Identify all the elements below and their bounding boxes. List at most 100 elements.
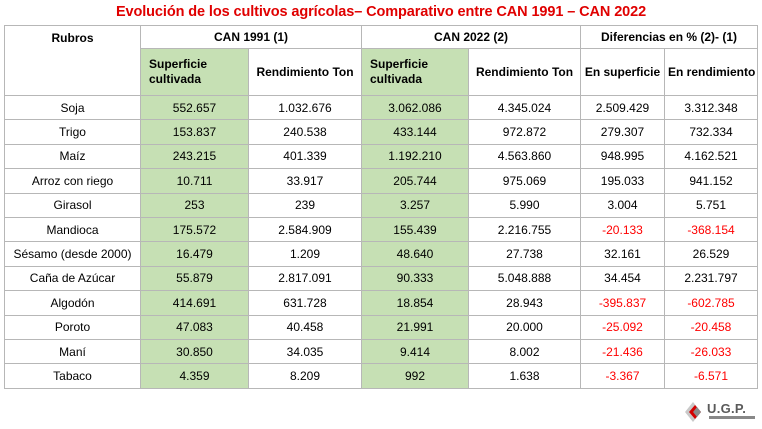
cell-dif-rendimiento: -368.154 (663, 216, 759, 243)
cell-rendimiento-1991: 401.339 (248, 143, 362, 170)
cell-rubro: Algodón (4, 290, 141, 316)
cell-rendimiento-1991: 239 (248, 192, 362, 218)
cell-rubro: Soja (4, 94, 141, 121)
table-row: Sésamo (desde 2000) 16.479 1.209 48.640 27.7… (4, 241, 759, 267)
cell-rendimiento-1991: 34.035 (248, 338, 362, 365)
cell-dif-rendimiento: 732.334 (663, 119, 759, 145)
cell-rendimiento-2022: 4.345.024 (468, 94, 581, 121)
cell-dif-rendimiento: 4.162.521 (663, 143, 759, 170)
cell-rendimiento-1991: 8.209 (248, 363, 362, 389)
cell-superficie-2022: 1.192.210 (361, 143, 469, 170)
cell-rendimiento-2022: 972.872 (468, 119, 581, 145)
cell-dif-superficie: -20.133 (580, 216, 665, 243)
cell-rendimiento-2022: 28.943 (468, 290, 581, 316)
cell-rendimiento-1991: 2.817.091 (248, 265, 362, 292)
cell-dif-rendimiento: -6.571 (663, 363, 759, 389)
comparison-table: Rubros CAN 1991 (1) CAN 2022 (2) Diferen… (4, 25, 759, 389)
ugp-logo: U.G.P. (683, 398, 759, 426)
cell-superficie-2022: 9.414 (361, 338, 469, 365)
header-superficie-2022: Superficie cultivada (361, 48, 469, 96)
cell-superficie-2022: 155.439 (361, 216, 469, 243)
cell-superficie-1991: 4.359 (140, 363, 249, 389)
cell-superficie-2022: 90.333 (361, 265, 469, 292)
header-can-1991: CAN 1991 (1) (140, 25, 362, 49)
cell-dif-superficie: -25.092 (580, 314, 665, 340)
cell-superficie-2022: 21.991 (361, 314, 469, 340)
cell-dif-rendimiento: -602.785 (663, 290, 759, 316)
cell-rubro: Mandioca (4, 216, 141, 243)
header-rendimiento-1991: Rendimiento Ton (248, 48, 362, 96)
cell-rendimiento-2022: 8.002 (468, 338, 581, 365)
cell-dif-superficie: -395.837 (580, 290, 665, 316)
cell-superficie-1991: 552.657 (140, 94, 249, 121)
cell-superficie-1991: 16.479 (140, 241, 249, 267)
cell-rendimiento-1991: 2.584.909 (248, 216, 362, 243)
cell-superficie-2022: 3.062.086 (361, 94, 469, 121)
header-superficie-1991: Superficie cultivada (140, 48, 249, 96)
cell-superficie-2022: 3.257 (361, 192, 469, 218)
cell-superficie-1991: 153.837 (140, 119, 249, 145)
logo-underline (709, 416, 755, 419)
header-rubros: Rubros (4, 25, 141, 96)
cell-dif-superficie: 32.161 (580, 241, 665, 267)
header-en-superficie: En superficie (580, 48, 665, 96)
cell-rubro: Tabaco (4, 363, 141, 389)
cell-dif-superficie: 3.004 (580, 192, 665, 218)
cell-rendimiento-2022: 2.216.755 (468, 216, 581, 243)
cell-dif-rendimiento: 941.152 (663, 168, 759, 194)
cell-dif-rendimiento: 3.312.348 (663, 94, 759, 121)
cell-superficie-2022: 18.854 (361, 290, 469, 316)
cell-rubro: Caña de Azúcar (4, 265, 141, 292)
header-row-columns: Superficie cultivada Rendimiento Ton Sup… (5, 48, 759, 96)
cell-rendimiento-2022: 5.048.888 (468, 265, 581, 292)
cell-superficie-1991: 47.083 (140, 314, 249, 340)
table-row: Girasol 253 239 3.257 5.990 3.004 5.751 (4, 192, 759, 218)
table-row: Maíz 243.215 401.339 1.192.210 4.563.860 948.… (4, 143, 759, 170)
cell-superficie-1991: 253 (140, 192, 249, 218)
cell-rendimiento-2022: 1.638 (468, 363, 581, 389)
cell-superficie-1991: 243.215 (140, 143, 249, 170)
cell-rendimiento-2022: 975.069 (468, 168, 581, 194)
cell-rendimiento-1991: 240.538 (248, 119, 362, 145)
ugp-logo-icon (685, 402, 701, 422)
cell-rendimiento-1991: 631.728 (248, 290, 362, 316)
cell-rendimiento-2022: 5.990 (468, 192, 581, 218)
cell-dif-superficie: 948.995 (580, 143, 665, 170)
cell-superficie-1991: 10.711 (140, 168, 249, 194)
cell-dif-superficie: 279.307 (580, 119, 665, 145)
header-can-2022: CAN 2022 (2) (361, 25, 581, 49)
cell-superficie-2022: 992 (361, 363, 469, 389)
cell-superficie-2022: 205.744 (361, 168, 469, 194)
page-title: Evolución de los cultivos agrícolas– Com… (115, 4, 647, 20)
table-row: Arroz con riego 10.711 33.917 205.744 975.06… (4, 168, 759, 194)
table-row: Poroto 47.083 40.458 21.991 20.000 -25.092 -20… (4, 314, 759, 340)
table-row: Trigo 153.837 240.538 433.144 972.872 279.307… (4, 119, 759, 145)
header-row-groups: Rubros CAN 1991 (1) CAN 2022 (2) Diferen… (4, 25, 759, 96)
cell-dif-superficie: 34.454 (580, 265, 665, 292)
cell-superficie-2022: 48.640 (361, 241, 469, 267)
header-diferencias: Diferencias en % (2)- (1) (579, 25, 759, 49)
cell-rendimiento-1991: 1.032.676 (248, 94, 362, 121)
cell-rendimiento-1991: 33.917 (248, 168, 362, 194)
cell-dif-rendimiento: 5.751 (663, 192, 759, 218)
table-row: Mandioca 175.572 2.584.909 155.439 2.216.755… (4, 216, 759, 243)
cell-superficie-1991: 55.879 (140, 265, 249, 292)
table-row: Algodón 414.691 631.728 18.854 28.943 -395.83… (4, 290, 759, 316)
cell-dif-superficie: -3.367 (580, 363, 665, 389)
cell-rendimiento-1991: 40.458 (248, 314, 362, 340)
header-rendimiento-2022: Rendimiento Ton (468, 48, 581, 96)
table-body: Soja 552.657 1.032.676 3.062.086 4.345.024 2.… (4, 94, 759, 389)
cell-rubro: Girasol (4, 192, 141, 218)
cell-rubro: Trigo (4, 119, 141, 145)
cell-dif-superficie: 2.509.429 (580, 94, 665, 121)
cell-dif-rendimiento: -20.458 (663, 314, 759, 340)
cell-superficie-1991: 414.691 (140, 290, 249, 316)
cell-rubro: Arroz con riego (4, 168, 141, 194)
header-en-rendimiento: En rendimiento (663, 48, 759, 96)
cell-rubro: Maní (4, 338, 141, 365)
cell-dif-rendimiento: 2.231.797 (663, 265, 759, 292)
cell-superficie-1991: 175.572 (140, 216, 249, 243)
cell-rendimiento-2022: 27.738 (468, 241, 581, 267)
cell-rubro: Sésamo (desde 2000) (4, 241, 141, 267)
cell-rubro: Maíz (4, 143, 141, 170)
